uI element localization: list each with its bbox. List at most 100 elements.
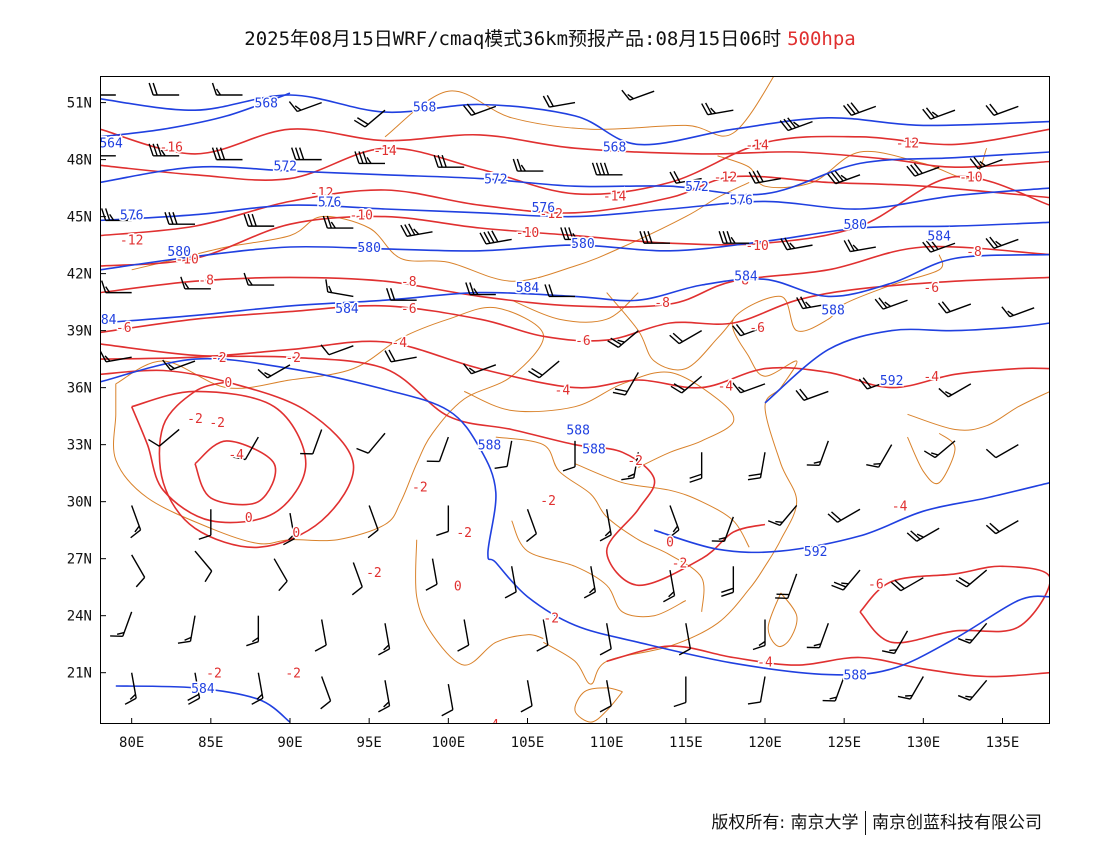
wind-barb [562, 440, 576, 472]
temperature-label: -6 [923, 281, 939, 296]
copyright-owner: 版权所有: 南京大学 [711, 813, 859, 833]
wind-barb [701, 102, 734, 116]
wind-barb [354, 151, 385, 165]
temperature-label: -2 [412, 480, 428, 495]
temperature-label: -10 [959, 171, 982, 186]
wind-barb [384, 349, 417, 363]
wind-barb [906, 163, 940, 177]
boundary-layer [113, 76, 1050, 723]
temperature-contour [100, 245, 1050, 308]
copyright: 版权所有: 南京大学 南京创蓝科技有限公司 [711, 808, 1042, 835]
wind-barb-layer [100, 82, 1035, 717]
lat-tick-label: 39N [67, 324, 92, 340]
map-frame [100, 76, 1050, 724]
wind-barb [639, 231, 670, 244]
height-label: 584 [927, 230, 951, 245]
temperature-label: -2 [285, 351, 301, 366]
lat-tick-label: 51N [67, 96, 92, 112]
wind-barb [560, 227, 591, 241]
temperature-contour [100, 128, 1050, 196]
wind-barb [752, 619, 766, 651]
wind-barb [462, 363, 497, 375]
wind-barb [426, 436, 449, 463]
boundary-line [415, 539, 544, 666]
lon-tick-label: 115E [669, 735, 703, 751]
wind-barb [732, 382, 766, 394]
temperature-label: -14 [745, 138, 769, 153]
height-label: 580 [357, 241, 380, 256]
height-label: 592 [804, 545, 827, 560]
temperature-label: -14 [373, 144, 397, 159]
wind-barb [621, 452, 640, 481]
lat-tick-label: 27N [67, 552, 92, 568]
wind-barb [599, 680, 612, 713]
height-label: 588 [821, 304, 844, 319]
temperature-label: -10 [175, 252, 198, 267]
temperature-contour [130, 390, 307, 524]
temperature-label: -4 [555, 384, 571, 399]
wind-barb [378, 680, 391, 713]
lat-tick-label: 24N [67, 609, 92, 625]
wind-barb [187, 672, 201, 705]
wind-barb [621, 89, 655, 101]
wind-barb [767, 505, 798, 527]
wind-barb [718, 231, 750, 244]
lon-tick-label: 120E [748, 735, 782, 751]
height-label: 592 [880, 374, 903, 389]
wind-barb [827, 508, 861, 523]
wind-barb [131, 554, 146, 588]
temperature-label: -10 [350, 209, 373, 224]
wind-barb [479, 230, 512, 245]
wind-barb [897, 676, 924, 700]
contour-label-layer: -16 -14-14-14-12-12-12-12-12-10-10-10-10-… [100, 95, 984, 724]
lon-tick-label: 130E [906, 735, 940, 751]
wind-barb [177, 615, 196, 644]
wind-barb [1001, 306, 1035, 318]
temperature-label: -12 [896, 137, 919, 152]
wind-barb [322, 215, 354, 229]
wind-barb [779, 117, 813, 132]
temperature-contour [194, 440, 277, 506]
wind-barb [300, 429, 323, 455]
height-contour [115, 685, 291, 723]
temperature-label: 0 [666, 536, 674, 551]
height-contour [100, 253, 1050, 324]
wind-barb [542, 94, 576, 108]
boundary-line [131, 181, 750, 282]
wind-barb [670, 375, 703, 394]
wind-barb [822, 676, 845, 702]
wind-barb [526, 509, 538, 543]
wind-barb [711, 516, 734, 542]
lat-tick-label: 33N [67, 438, 92, 454]
height-label: 576 [730, 194, 753, 209]
temperature-contour [859, 565, 1050, 644]
temperature-label: -2 [211, 351, 227, 366]
lon-tick-label: 125E [827, 735, 861, 751]
height-label: 588 [844, 669, 867, 684]
wind-barb [257, 364, 291, 379]
wind-barb [211, 82, 243, 96]
wind-barb [232, 436, 259, 461]
temperature-label: -12 [120, 233, 143, 248]
temperature-contour [100, 369, 355, 549]
wind-barb [148, 143, 180, 157]
wind-barb [881, 630, 909, 655]
wind-barb [528, 360, 560, 379]
wind-barb [351, 562, 363, 596]
wind-barb [969, 156, 1003, 170]
wind-barb [425, 558, 438, 591]
wind-barb [607, 330, 639, 348]
temperature-label: -2 [456, 526, 472, 541]
boundary-line [717, 147, 988, 189]
temperature-label: -12 [540, 207, 563, 222]
wind-barb [831, 569, 861, 591]
height-label: 568 [413, 100, 436, 115]
lon-tick-label: 85E [198, 735, 223, 751]
temperature-label: -2 [540, 494, 556, 509]
wind-barb [243, 213, 275, 227]
wind-barb [599, 623, 612, 656]
temperature-label: -2 [672, 556, 688, 571]
temperature-label: -4 [228, 448, 244, 463]
wind-barb [938, 383, 972, 398]
